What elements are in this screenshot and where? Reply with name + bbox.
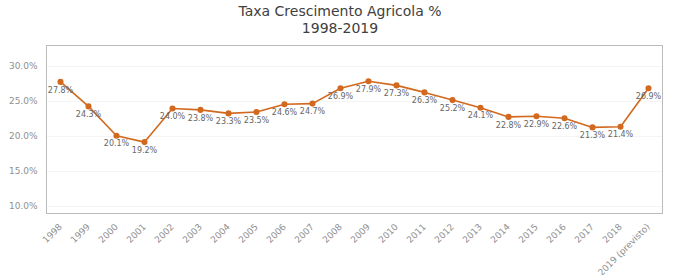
- svg-text:2017: 2017: [573, 222, 596, 245]
- svg-text:2013: 2013: [461, 222, 484, 245]
- svg-text:2002: 2002: [153, 222, 176, 245]
- svg-text:2003: 2003: [181, 222, 204, 245]
- svg-text:2009: 2009: [349, 222, 372, 245]
- svg-text:2007: 2007: [293, 222, 316, 245]
- html-text:Taxa Crescimento Agricola %: Taxa Crescimento Agricola %: [238, 3, 442, 19]
- svg-text:27.3%: 27.3%: [384, 89, 410, 98]
- svg-text:19.2%: 19.2%: [132, 146, 158, 155]
- svg-text:24.6%: 24.6%: [272, 108, 298, 117]
- svg-text:20.1%: 20.1%: [104, 139, 130, 148]
- svg-text:21.3%: 21.3%: [580, 131, 606, 140]
- html-text:1998-2019: 1998-2019: [301, 20, 379, 36]
- svg-text:2012: 2012: [433, 222, 456, 245]
- svg-text:15.0%: 15.0%: [9, 166, 38, 176]
- svg-text:21.4%: 21.4%: [608, 130, 634, 139]
- svg-text:2018: 2018: [601, 222, 624, 245]
- svg-text:25.0%: 25.0%: [9, 96, 38, 106]
- svg-text:22.6%: 22.6%: [552, 122, 578, 131]
- svg-text:24.0%: 24.0%: [160, 112, 186, 121]
- svg-text:26.3%: 26.3%: [412, 96, 438, 105]
- svg-text:27.9%: 27.9%: [356, 85, 382, 94]
- svg-text:23.3%: 23.3%: [216, 117, 242, 126]
- svg-text:24.7%: 24.7%: [300, 107, 326, 116]
- svg-text:2019 (previsto): 2019 (previsto): [596, 222, 652, 275]
- svg-text:2006: 2006: [265, 222, 288, 245]
- svg-text:2016: 2016: [545, 222, 568, 245]
- svg-text:10.0%: 10.0%: [9, 201, 38, 211]
- svg-text:25.2%: 25.2%: [440, 104, 466, 113]
- svg-text:24.1%: 24.1%: [468, 111, 494, 120]
- svg-text:2004: 2004: [209, 222, 232, 245]
- svg-text:20.0%: 20.0%: [9, 131, 38, 141]
- svg-text:27.8%: 27.8%: [48, 86, 74, 95]
- svg-text:2010: 2010: [377, 222, 400, 245]
- svg-text:24.3%: 24.3%: [76, 110, 102, 119]
- svg-text:23.8%: 23.8%: [188, 114, 214, 123]
- svg-text:2001: 2001: [125, 222, 148, 245]
- svg-text:26.9%: 26.9%: [328, 92, 354, 101]
- svg-text:2005: 2005: [237, 222, 260, 245]
- svg-text:1998: 1998: [41, 222, 64, 245]
- svg-text:22.9%: 22.9%: [524, 120, 550, 129]
- svg-text:2015: 2015: [517, 222, 540, 245]
- svg-text:2011: 2011: [405, 222, 428, 245]
- svg-text:2008: 2008: [321, 222, 344, 245]
- svg-text:2000: 2000: [97, 222, 120, 245]
- svg-text:30.0%: 30.0%: [9, 61, 38, 71]
- svg-text:26.9%: 26.9%: [636, 92, 662, 101]
- svg-text:23.5%: 23.5%: [244, 116, 270, 125]
- svg-text:2014: 2014: [489, 222, 512, 245]
- svg-text:22.8%: 22.8%: [496, 121, 522, 130]
- svg-text:1999: 1999: [69, 222, 92, 245]
